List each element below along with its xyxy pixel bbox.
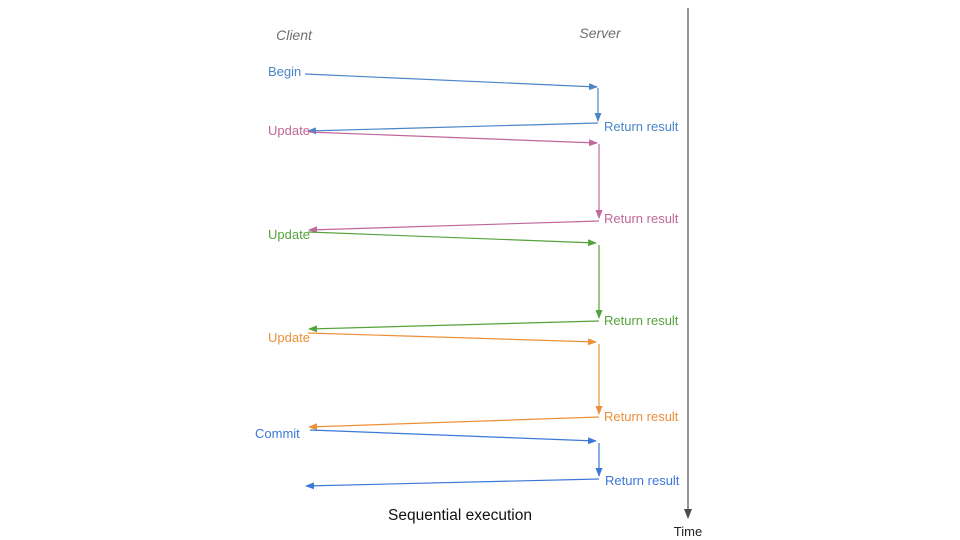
response-arrow [305,478,600,490]
response-arrow [308,416,600,431]
diagram-title: Sequential execution [388,507,532,524]
round-trip-update-1: Update Return result [268,123,679,234]
response-arrow [308,320,600,333]
round-trip-update-3: Update Return result [268,330,679,431]
request-arrow [304,73,598,91]
request-label: Begin [268,64,301,79]
response-label: Return result [605,473,680,488]
response-label: Return result [604,211,679,226]
client-column-header: Client [276,27,313,43]
request-arrow [307,231,597,247]
request-label: Update [268,330,310,345]
request-label: Commit [255,426,300,441]
response-label: Return result [604,119,679,134]
response-arrow [308,220,600,234]
request-label: Update [268,123,310,138]
request-arrow [307,332,597,346]
round-trip-commit: Commit Return result [255,426,680,490]
round-trip-update-2: Update Return result [268,227,679,333]
request-arrow [307,131,598,147]
time-axis: Time [674,8,702,539]
round-trip-begin: Begin Return result [268,64,679,135]
response-arrow [307,122,599,135]
time-axis-label: Time [674,524,702,539]
server-column-header: Server [579,25,622,41]
request-arrow [309,429,597,445]
request-label: Update [268,227,310,242]
response-label: Return result [604,313,679,328]
response-label: Return result [604,409,679,424]
